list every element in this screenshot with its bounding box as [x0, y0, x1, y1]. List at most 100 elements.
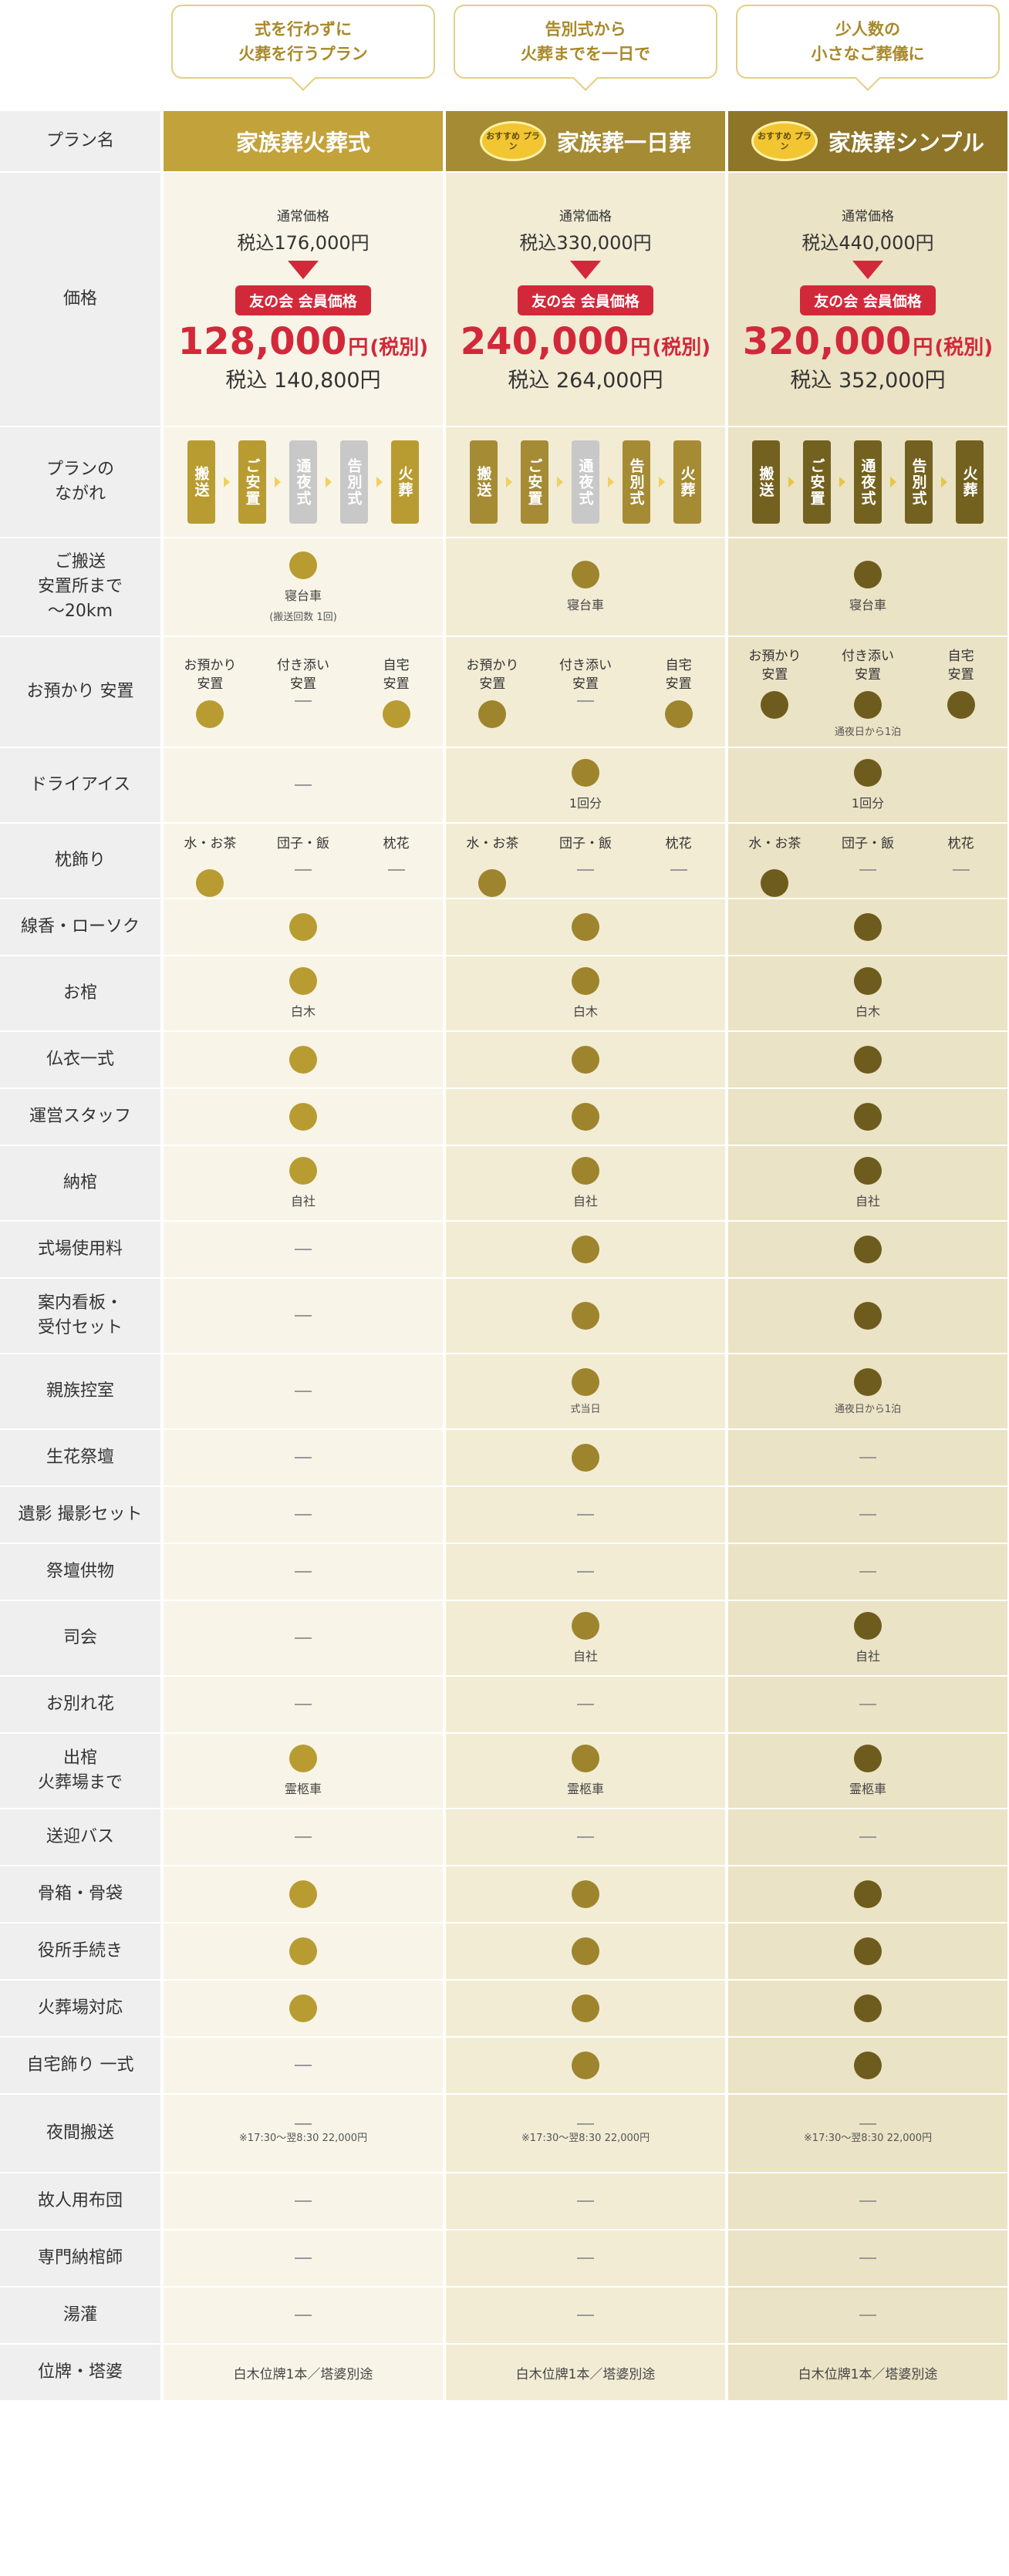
cell-small-note: ※17:30〜翌8:30 22,000円 [521, 2132, 650, 2144]
feature-cell [446, 1032, 725, 1087]
sub-item: 付き添い 安置 [825, 646, 910, 719]
not-included-dash-icon [295, 2315, 312, 2316]
chevron-right-icon [326, 477, 332, 487]
cell-note: 霊柩車 [284, 1782, 322, 1796]
not-included-dash-icon [859, 869, 876, 871]
not-included-dash-icon [859, 1571, 876, 1573]
feature-cell: 寝台車 [446, 538, 725, 636]
feature-cell [446, 1809, 725, 1865]
plan-caption-2: 少人数の 小さなご葬儀に [736, 5, 1000, 79]
row-label: 遺影 撮影セット [0, 1487, 160, 1543]
sub-item: 団子・飯 [825, 824, 910, 871]
feature-cell [164, 1866, 443, 1922]
member-price: 320,000 円 (税別) [742, 320, 994, 363]
sub-items: 水・お茶 団子・飯 枕花 [728, 824, 1007, 897]
plan-caption-1: 告別式から 火葬までを一日で [454, 5, 717, 79]
cell-note: 寝台車 [566, 598, 604, 612]
feature-cell [728, 1279, 1007, 1353]
feature-cell [446, 1487, 725, 1543]
sub-item-label: 付き添い 安置 [276, 658, 329, 692]
feature-cell: 自社 [728, 1146, 1007, 1220]
included-dot-icon [761, 690, 789, 719]
included-dot-icon [289, 1994, 317, 2022]
flow-step: 搬送 [470, 440, 498, 524]
member-price-taxin: 税込 352,000円 [790, 369, 946, 393]
feature-cell [164, 1430, 443, 1485]
sub-item: 団子・飯 [543, 824, 628, 871]
chevron-right-icon [890, 477, 896, 487]
sub-item-label: 枕花 [947, 836, 974, 851]
chevron-right-icon [659, 477, 665, 487]
sub-item-label: 自宅 安置 [383, 658, 410, 692]
cell-note: 自社 [855, 1194, 880, 1209]
chevron-right-icon [275, 477, 281, 487]
regular-price-label: 通常価格 [277, 209, 329, 224]
included-dot-icon [947, 690, 975, 719]
row-label: 親族控室 [0, 1354, 160, 1428]
cell-small-note: ※17:30〜翌8:30 22,000円 [238, 2132, 368, 2144]
recommend-badge-icon: おすすめ プラン [751, 121, 818, 161]
flow-step: 通夜式 [854, 440, 882, 524]
feature-row: 生花祭壇 [0, 1430, 1009, 1487]
not-included-dash-icon [295, 1637, 312, 1639]
feature-cell [728, 1222, 1007, 1277]
sub-item: 水・お茶 [167, 824, 252, 897]
not-included-dash-icon [295, 1315, 312, 1317]
included-dot-icon [196, 869, 224, 897]
sub-item-label: お預かり 安置 [466, 658, 519, 692]
chevron-right-icon [224, 477, 230, 487]
included-dot-icon [572, 561, 599, 588]
sub-item-label: お預かり 安置 [748, 648, 801, 683]
cell-note: 白木 [290, 1004, 316, 1019]
feature-cell [164, 2038, 443, 2093]
flow-step: 告別式 [905, 440, 933, 524]
price-row: 価格 通常価格 税込176,000円 友の会 会員価格 128,000 円 (税別)… [0, 173, 1009, 427]
feature-cell: 自社 [446, 1146, 725, 1220]
row-label: 出棺 火葬場まで [0, 1734, 160, 1808]
feature-cell [164, 1089, 443, 1145]
not-included-dash-icon [577, 2257, 594, 2259]
included-dot-icon [761, 869, 789, 897]
plan-name-row: プラン名 家族葬火葬式 おすすめ プラン 家族葬一日葬 おすすめ プラン 家族葬シン… [0, 111, 1009, 173]
row-label: 案内看板・ 受付セット [0, 1279, 160, 1353]
sub-item-label: 団子・飯 [558, 836, 612, 851]
feature-cell [164, 1677, 443, 1732]
feature-cell [728, 2173, 1007, 2229]
feature-cell [446, 1924, 725, 1979]
sub-item: 枕花 [636, 824, 721, 871]
plan-header-2: おすすめ プラン 家族葬シンプル [728, 111, 1007, 171]
not-included-dash-icon [577, 2200, 594, 2202]
cell-small-note: ※17:30〜翌8:30 22,000円 [803, 2132, 933, 2144]
feature-cell: 式当日 [446, 1354, 725, 1428]
feature-cell: 1回分 [728, 748, 1007, 822]
included-dot-icon [382, 700, 410, 728]
feature-row: 役所手続き [0, 1924, 1009, 1981]
feature-cell [446, 2288, 725, 2343]
cell-small-note: 通夜日から1泊 [834, 1403, 902, 1415]
included-dot-icon [478, 700, 507, 728]
included-dot-icon [854, 1745, 882, 1772]
feature-cell: ※17:30〜翌8:30 22,000円 [728, 2095, 1007, 2172]
feature-cell [164, 1809, 443, 1865]
sub-items: お預かり 安置 付き添い 安置 自宅 安置 [164, 656, 443, 728]
chevron-right-icon [839, 477, 845, 487]
sub-item: 枕花 [919, 824, 1004, 871]
sub-item: 自宅 安置 [636, 656, 721, 728]
sub-item-label: 自宅 安置 [947, 648, 974, 683]
cell-text: 白木位牌1本／塔婆別途 [798, 2366, 938, 2382]
sub-item-label: 団子・飯 [841, 836, 894, 851]
included-dot-icon [854, 967, 882, 995]
not-included-dash-icon [859, 1704, 876, 1705]
feature-cell [446, 1981, 725, 2036]
feature-row: 出棺 火葬場まで 霊柩車 霊柩車 霊柩車 [0, 1734, 1009, 1809]
included-dot-icon [572, 1880, 599, 1908]
included-dot-icon [196, 700, 224, 728]
not-included-dash-icon [577, 1704, 594, 1705]
row-label: 式場使用料 [0, 1222, 160, 1277]
row-label: プランの ながれ [0, 427, 160, 537]
feature-row: 遺影 撮影セット [0, 1487, 1009, 1544]
row-label: 自宅飾り 一式 [0, 2038, 160, 2093]
feature-cell [164, 2173, 443, 2229]
member-badge: 友の会 会員価格 [518, 285, 653, 315]
